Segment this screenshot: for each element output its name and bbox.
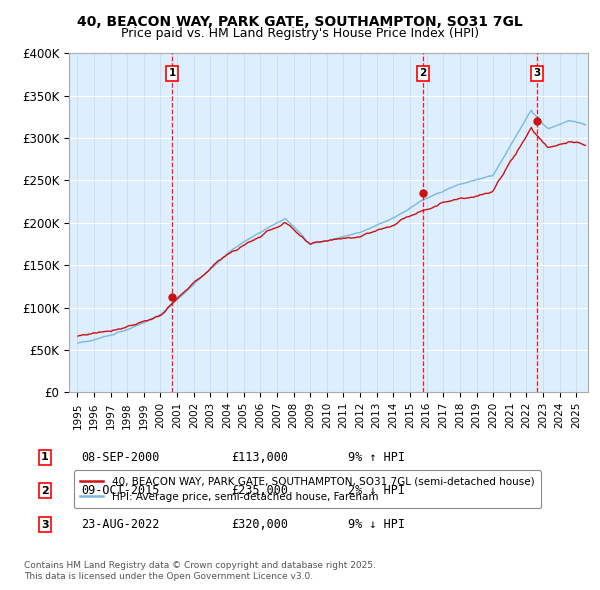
- Text: 1: 1: [169, 68, 176, 78]
- Text: 3: 3: [533, 68, 541, 78]
- Text: 2: 2: [419, 68, 427, 78]
- Text: 1: 1: [41, 453, 49, 462]
- Text: £320,000: £320,000: [231, 518, 288, 531]
- Text: Price paid vs. HM Land Registry's House Price Index (HPI): Price paid vs. HM Land Registry's House …: [121, 27, 479, 40]
- Text: 08-SEP-2000: 08-SEP-2000: [81, 451, 160, 464]
- Text: 23-AUG-2022: 23-AUG-2022: [81, 518, 160, 531]
- Legend: 40, BEACON WAY, PARK GATE, SOUTHAMPTON, SO31 7GL (semi-detached house), HPI: Ave: 40, BEACON WAY, PARK GATE, SOUTHAMPTON, …: [74, 470, 541, 508]
- Text: 2: 2: [41, 486, 49, 496]
- Text: 9% ↓ HPI: 9% ↓ HPI: [348, 518, 405, 531]
- Text: 3: 3: [41, 520, 49, 529]
- Text: This data is licensed under the Open Government Licence v3.0.: This data is licensed under the Open Gov…: [24, 572, 313, 581]
- Text: 2% ↓ HPI: 2% ↓ HPI: [348, 484, 405, 497]
- Text: £113,000: £113,000: [231, 451, 288, 464]
- Text: £235,000: £235,000: [231, 484, 288, 497]
- Text: 40, BEACON WAY, PARK GATE, SOUTHAMPTON, SO31 7GL: 40, BEACON WAY, PARK GATE, SOUTHAMPTON, …: [77, 15, 523, 30]
- Text: Contains HM Land Registry data © Crown copyright and database right 2025.: Contains HM Land Registry data © Crown c…: [24, 560, 376, 569]
- Text: 09-OCT-2015: 09-OCT-2015: [81, 484, 160, 497]
- Text: 9% ↑ HPI: 9% ↑ HPI: [348, 451, 405, 464]
